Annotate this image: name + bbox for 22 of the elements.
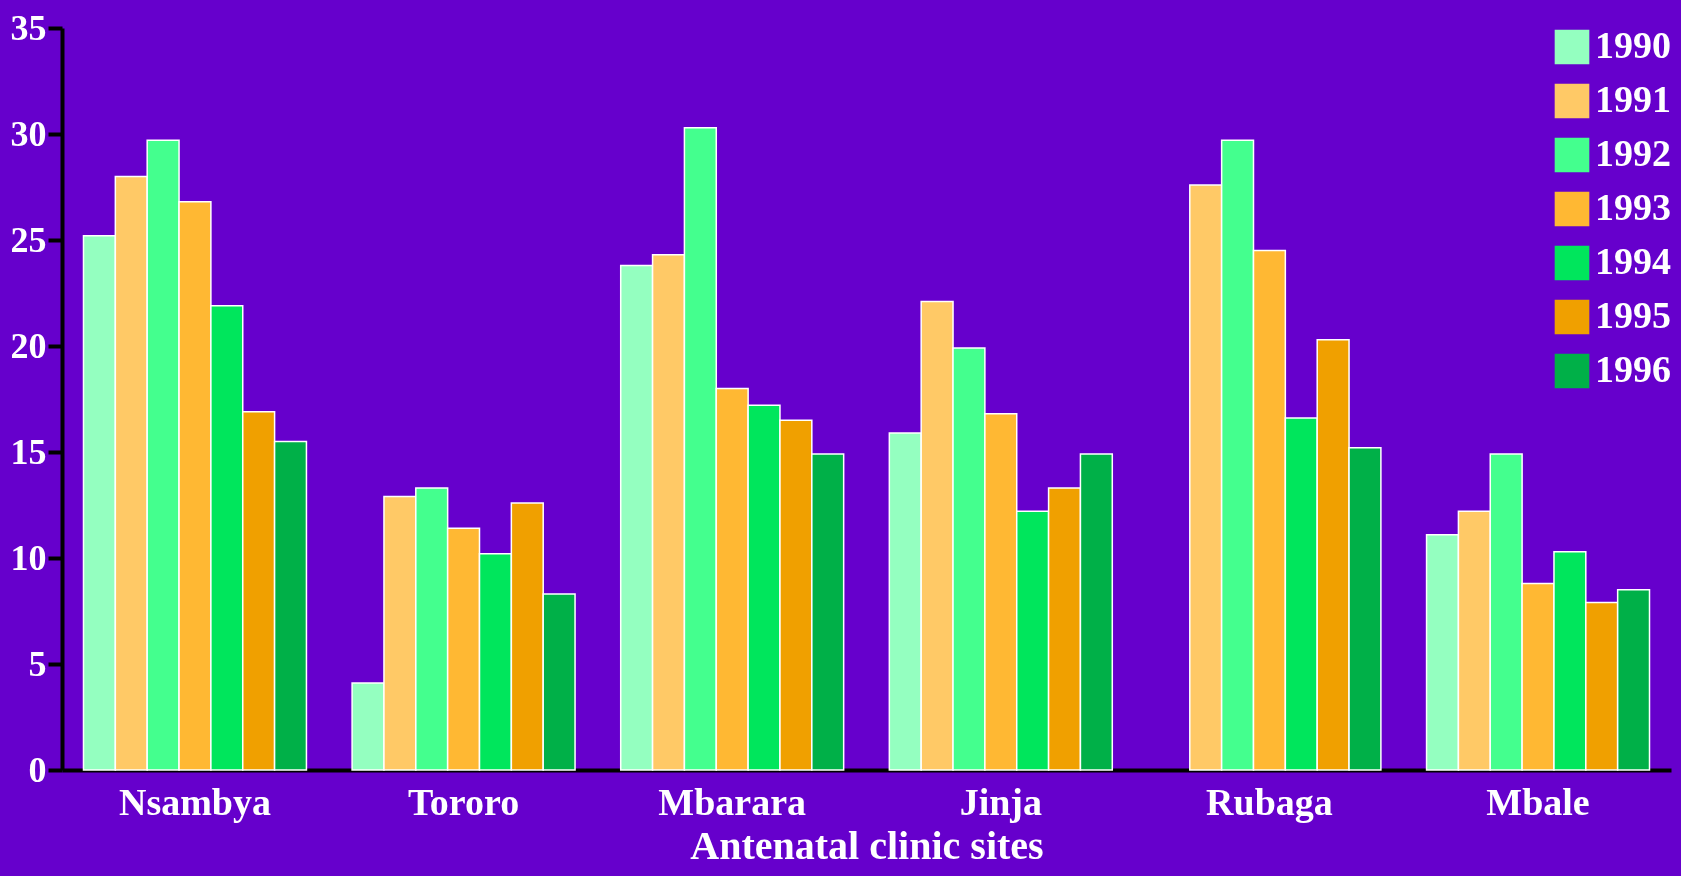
- y-tick-label: 35: [10, 7, 47, 48]
- y-tick-label: 0: [28, 749, 47, 790]
- y-tick-label: 30: [10, 113, 47, 154]
- y-tick-label: 25: [10, 219, 47, 260]
- x-axis-title: Antenatal clinic sites: [690, 822, 1044, 868]
- legend-label: 1992: [1595, 132, 1671, 174]
- y-tick-label: 20: [10, 325, 47, 366]
- legend-label: 1996: [1595, 348, 1671, 390]
- x-tick-label: Jinja: [959, 780, 1042, 823]
- legend-label: 1990: [1595, 24, 1671, 66]
- x-tick-label: Rubaga: [1206, 780, 1333, 823]
- legend-label: 1993: [1595, 186, 1671, 228]
- y-tick-label: 5: [28, 643, 47, 684]
- y-tick-label: 15: [10, 431, 47, 472]
- legend-label: 1991: [1595, 78, 1671, 120]
- y-tick-label: 10: [10, 537, 47, 578]
- legend-label: 1994: [1595, 240, 1671, 282]
- x-tick-label: Tororo: [407, 780, 520, 823]
- x-tick-label: Nsambya: [118, 780, 271, 823]
- x-tick-label: Mbale: [1486, 780, 1590, 823]
- x-tick-label: Mbarara: [658, 780, 807, 823]
- legend-label: 1995: [1595, 294, 1671, 336]
